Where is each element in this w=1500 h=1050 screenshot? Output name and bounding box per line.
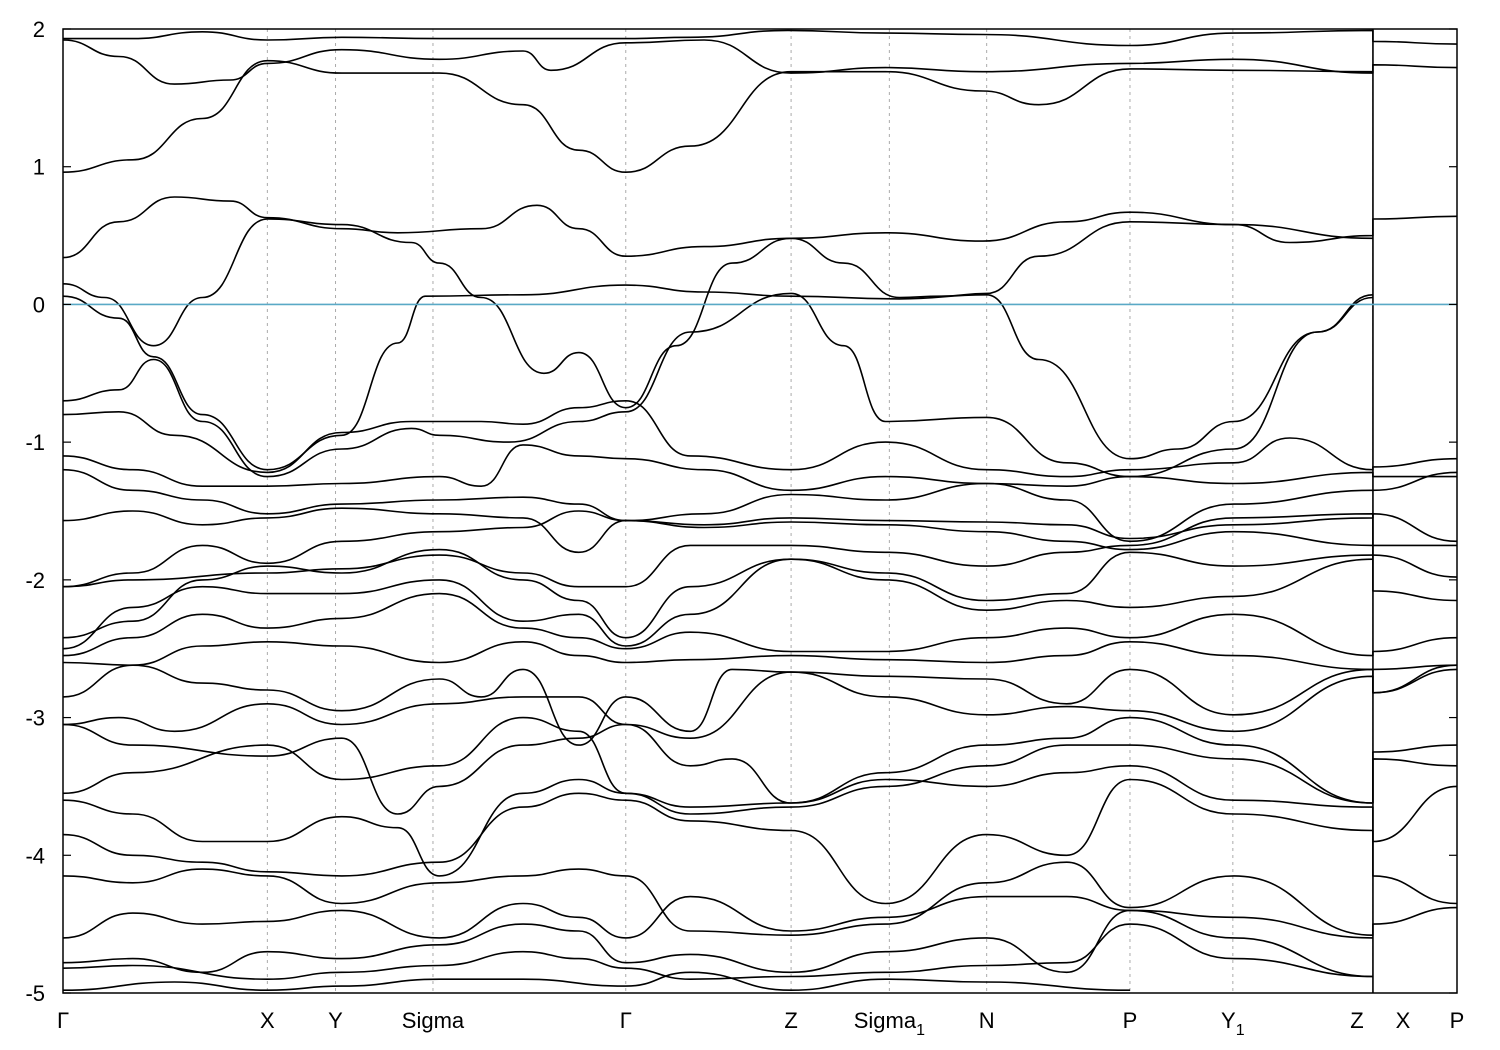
y-tick-label-7: -5	[25, 981, 45, 1006]
band-0	[63, 29, 1457, 47]
x-tick-label-7: N	[979, 1008, 995, 1033]
band-23	[63, 861, 1457, 936]
x-tick-label-12: P	[1450, 1008, 1465, 1033]
band-2	[63, 59, 1373, 173]
x-axis-ticks: Γ X Y Sigma Γ Z Sigma1 N P Y1 Z X P	[57, 1008, 1464, 1039]
x-tick-label-6: Sigma1	[854, 1008, 925, 1039]
y-tick-label-3: -1	[25, 430, 45, 455]
band-24	[63, 895, 1373, 939]
band-26	[63, 923, 1373, 980]
band-12	[63, 513, 1457, 602]
x-tick-label-10: Z	[1350, 1008, 1363, 1033]
band-21	[63, 765, 1457, 877]
y-tick-label-0: 2	[33, 17, 45, 42]
band-lines	[63, 29, 1457, 991]
band-25	[63, 909, 1373, 978]
y-tick-label-5: -3	[25, 706, 45, 731]
band-13	[63, 548, 1457, 639]
x-tick-label-4: Γ	[620, 1008, 632, 1033]
band-20	[63, 716, 1457, 815]
x-tick-label-2: Y	[328, 1008, 343, 1033]
y-tick-label-1: 1	[33, 155, 45, 180]
band-9	[63, 468, 1457, 543]
band-3	[63, 196, 1457, 259]
band-8	[63, 444, 1457, 492]
band-16	[63, 641, 1457, 671]
kpoint-guide-lines	[266, 29, 1374, 993]
x-tick-label-5: Z	[784, 1008, 797, 1033]
band-5	[63, 284, 1373, 471]
band-10	[63, 507, 1457, 554]
band-22	[63, 778, 1457, 905]
band-4	[63, 218, 1373, 409]
band-17	[63, 664, 1457, 746]
band-18	[63, 668, 1457, 739]
x-tick-label-9: Y1	[1221, 1008, 1245, 1039]
band-14	[63, 558, 1373, 650]
y-tick-label-4: -2	[25, 568, 45, 593]
band-19	[63, 716, 1457, 815]
y-tick-label-6: -4	[25, 843, 45, 868]
band-11	[63, 510, 1457, 588]
x-tick-label-8: P	[1123, 1008, 1138, 1033]
band-1	[63, 39, 1457, 85]
plot-frame	[62, 28, 1458, 994]
y-tick-label-2: 0	[33, 292, 45, 317]
band-7	[63, 400, 1457, 478]
x-tick-label-11: X	[1396, 1008, 1411, 1033]
x-tick-label-0: Γ	[57, 1008, 69, 1033]
x-tick-label-1: X	[260, 1008, 275, 1033]
band-15	[63, 592, 1457, 657]
x-tick-label-3: Sigma	[402, 1008, 465, 1033]
y-axis-ticks: 2 1 0 -1 -2 -3 -4 -5	[25, 17, 1457, 1006]
band-27	[63, 971, 1131, 991]
